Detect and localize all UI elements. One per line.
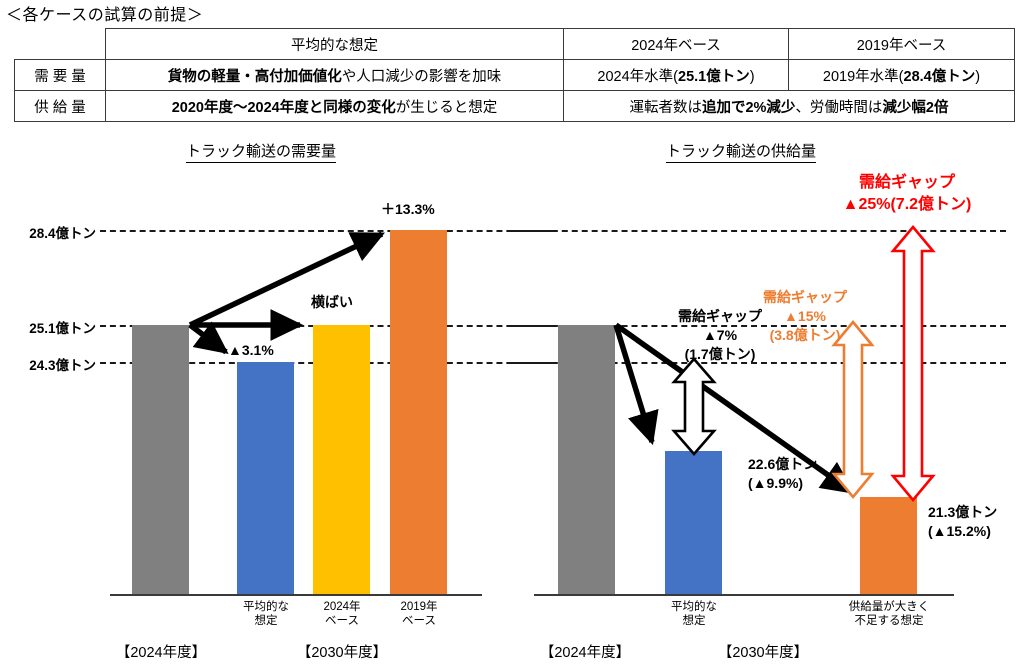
col-header-base2024: 2024年ベース [563,28,789,60]
demand-avg-bold: 貨物の軽量・高付加価値化 [167,68,342,85]
supply-avg-bold: 2020年度～2024年度と同様の変化 [171,99,396,116]
row-label-supply: 供 給 量 [14,90,106,122]
left-anno-flat: 横ばい [311,294,353,310]
right-bar-2024-actual [558,325,615,594]
row-label-demand: 需 要 量 [14,59,106,91]
right-anno-gap-red-line1: 需給ギャップ [858,174,955,191]
right-cat-shortage: 供給量が大きく 不足する想定 [833,600,945,628]
right-anno-value-blue: 22.6億トン (▲9.9%) [748,455,817,493]
left-cat-average-line1: 平均的な [243,601,289,613]
assumptions-table: 平均的な想定 2024年ベース 2019年ベース 需 要 量 貨物の軽量・高付加… [14,28,1015,122]
supply-avg-rest: が生じると想定 [395,99,498,116]
right-cat-average-line1: 平均的な [671,601,717,613]
cell-demand-base2024: 2024年水準(25.1億トン) [563,59,789,91]
right-gap-arrow-orange [831,319,875,500]
right-cat-average: 平均的な 想定 [650,600,738,628]
right-chart-axis [534,594,954,596]
demand-b24-bold: 25.1億トン [678,68,750,85]
left-bar-base2019 [390,230,447,594]
left-bar-base2024 [313,325,370,594]
right-bar-average [665,451,722,594]
left-cat-average: 平均的な 想定 [222,600,310,628]
left-gridline-284 [100,230,552,232]
right-anno-gap-red-line2: ▲25%(7.2億トン) [842,196,972,213]
right-anno-value-blue-line1: 22.6億トン [748,456,818,472]
right-anno-gap-orange-line2: ▲15% [784,308,826,324]
demand-b24-pre: 2024年水準( [597,68,678,85]
left-cat-average-line2: 想定 [254,615,278,627]
right-cat-average-line2: 想定 [682,615,706,627]
right-cat-shortage-line2: 不足する想定 [854,615,924,627]
right-anno-gap-black-line1: 需給ギャップ [678,308,762,324]
supply-merged-bold2: 減少幅2倍 [882,99,949,116]
supply-merged-mid: 、労働時間は [795,99,883,116]
right-gridline-284 [512,230,1006,232]
left-cat-base2019-line2: ベース [402,615,436,627]
demand-b19-pre: 2019年水準( [822,68,904,85]
demand-b19-post: ) [975,68,981,85]
left-cat-base2024-line2: ベース [325,615,359,627]
supply-merged-bold1: 追加で2%減少 [701,99,796,116]
left-anno-minus31: ▲3.1% [228,342,274,358]
col-header-base2019: 2019年ベース [788,28,1015,60]
left-anno-plus133: ＋13.3% [381,201,435,217]
left-bar-2024-actual [132,325,189,594]
right-bar-shortage [860,497,917,594]
right-period-2024: 【2024年度】 [539,645,631,661]
table-row: 供 給 量 2020年度～2024年度と同様の変化が生じると想定 運転者数は追加… [14,90,1015,122]
table-header-row: 平均的な想定 2024年ベース 2019年ベース [14,28,1015,60]
demand-b19-bold: 28.4億トン [903,68,976,85]
table-corner-cell [14,28,106,60]
right-anno-value-orange-line2: (▲15.2%) [928,523,991,539]
left-cat-base2019-line1: 2019年 [400,601,438,613]
right-anno-value-orange: 21.3億トン (▲15.2%) [928,503,997,541]
right-anno-gap-orange-line3: (3.8億トン) [769,327,841,343]
right-anno-value-blue-line2: (▲9.9%) [748,475,804,491]
table-row: 需 要 量 貨物の軽量・高付加価値化や人口減少の影響を加味 2024年水準(25… [14,59,1015,91]
left-chart-title: トラック輸送の需要量 [186,140,337,163]
right-anno-gap-red: 需給ギャップ ▲25%(7.2億トン) [790,172,1024,216]
left-arrow-down [188,321,229,355]
right-anno-gap-orange: 需給ギャップ ▲15% (3.8億トン) [735,288,875,345]
cell-demand-base2019: 2019年水準(28.4億トン) [788,59,1015,91]
right-anno-gap-orange-line1: 需給ギャップ [763,289,847,305]
right-gap-arrow-black [671,357,717,456]
left-ylabel-284: 28.4億トン [29,226,96,241]
left-period-2024: 【2024年度】 [115,645,207,661]
left-cat-base2024-line1: 2024年 [323,601,361,613]
cell-demand-average: 貨物の軽量・高付加価値化や人口減少の影響を加味 [105,59,564,91]
cell-supply-merged: 運転者数は追加で2%減少、労働時間は減少幅2倍 [563,90,1015,122]
cell-supply-average: 2020年度～2024年度と同様の変化が生じると想定 [105,90,564,122]
left-cat-base2024: 2024年 ベース [298,600,386,628]
demand-avg-rest: や人口減少の影響を加味 [341,68,502,85]
right-anno-gap-black-line3: (1.7億トン) [684,346,756,362]
right-cat-shortage-line1: 供給量が大きく [848,601,930,613]
left-ylabel-251: 25.1億トン [29,321,96,336]
left-bar-average [237,362,294,594]
left-ylabel-243: 24.3億トン [29,358,96,373]
left-arrow-up [188,231,385,328]
col-header-average: 平均的な想定 [105,28,564,60]
assumptions-table-wrapper: 平均的な想定 2024年ベース 2019年ベース 需 要 量 貨物の軽量・高付加… [14,28,1015,122]
right-period-2030: 【2030年度】 [717,645,809,661]
page-title: ＜各ケースの試算の前提＞ [6,7,204,24]
left-chart-axis [110,594,482,596]
demand-b24-post: ) [749,68,755,85]
left-cat-base2019: 2019年 ベース [375,600,463,628]
right-anno-value-orange-line1: 21.3億トン [928,504,998,520]
right-chart-title: トラック輸送の供給量 [666,140,817,163]
supply-merged-pre: 運転者数は [629,99,702,116]
left-period-2030: 【2030年度】 [296,645,388,661]
